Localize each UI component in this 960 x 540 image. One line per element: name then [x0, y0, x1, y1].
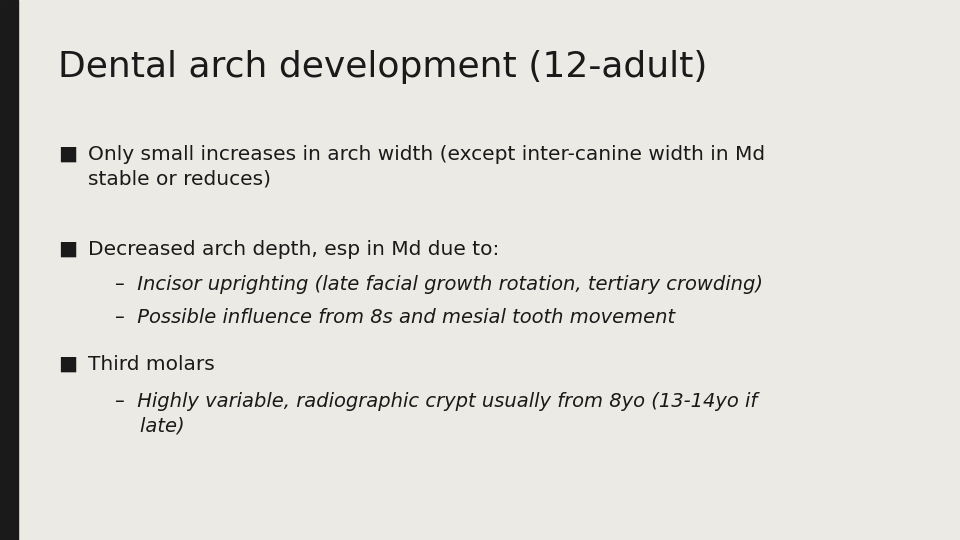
- Bar: [0, 0, 18, 540]
- Text: Decreased arch depth, esp in Md due to:: Decreased arch depth, esp in Md due to:: [88, 240, 499, 259]
- Text: –  Highly variable, radiographic crypt usually from 8yo (13-14yo if
    late): – Highly variable, radiographic crypt us…: [115, 392, 757, 435]
- Text: –  Possible influence from 8s and mesial tooth movement: – Possible influence from 8s and mesial …: [115, 308, 675, 327]
- Text: ■: ■: [58, 240, 77, 259]
- Text: Third molars: Third molars: [88, 355, 215, 374]
- Text: –  Incisor uprighting (late facial growth rotation, tertiary crowding): – Incisor uprighting (late facial growth…: [115, 275, 763, 294]
- Text: Only small increases in arch width (except inter-canine width in Md
stable or re: Only small increases in arch width (exce…: [88, 145, 765, 188]
- Text: Dental arch development (12-adult): Dental arch development (12-adult): [58, 50, 708, 84]
- Text: ■: ■: [58, 145, 77, 164]
- Text: ■: ■: [58, 355, 77, 374]
